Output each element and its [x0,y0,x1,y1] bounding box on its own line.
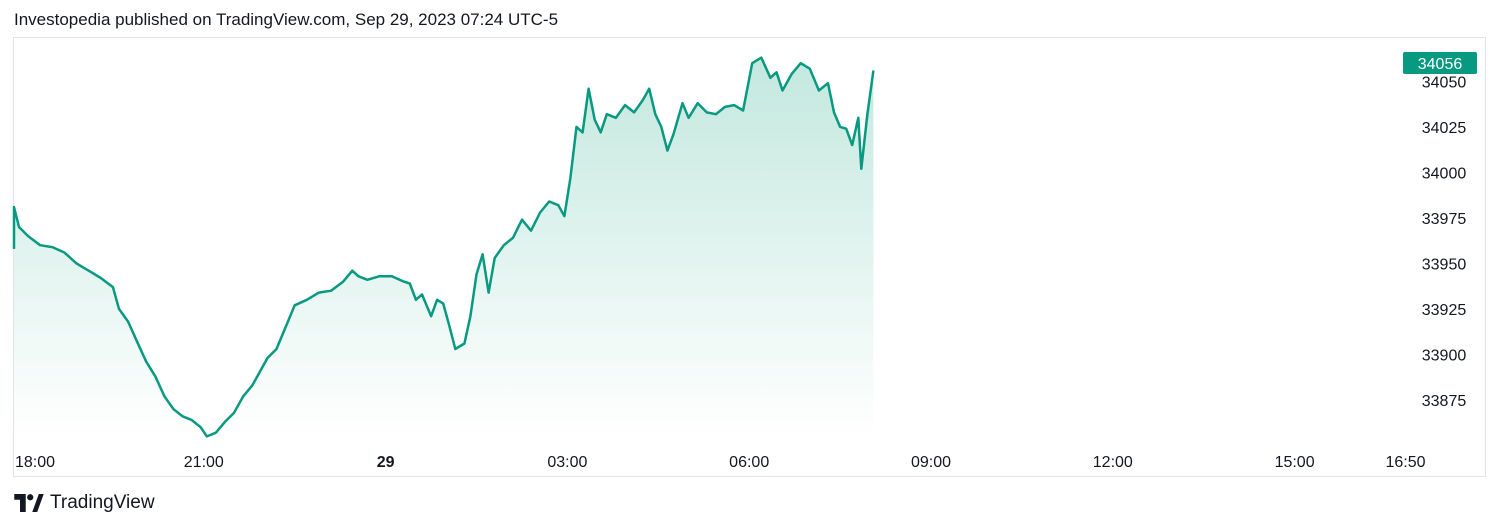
y-tick-label: 33875 [1422,393,1467,410]
y-axis-ticks: 33875 33900 33925 33950 33975 34000 34025 34050 [1422,74,1467,410]
y-tick-label: 33900 [1422,347,1467,364]
x-tick-label: 09:00 [911,454,951,471]
y-tick-label: 34025 [1422,120,1467,137]
chart-frame [13,37,1486,477]
last-price-badge [1403,52,1477,74]
y-tick-label: 34050 [1422,74,1467,91]
x-tick-label: 06:00 [729,454,769,471]
last-price-value: 34056 [1418,56,1463,73]
price-area-path [14,57,874,437]
x-tick-label: 16:50 [1385,454,1425,471]
x-tick-label: 12:00 [1093,454,1133,471]
publish-caption: Investopedia published on TradingView.co… [14,10,559,29]
tradingview-logo-icon [14,494,44,512]
x-tick-label: 03:00 [547,454,587,471]
x-tick-label: 21:00 [184,454,224,471]
x-axis-ticks: 18:00 21:00 29 03:00 06:00 09:00 12:00 15:00 16:… [15,454,1426,471]
y-tick-label: 33950 [1422,256,1467,273]
price-line [12,56,875,438]
x-tick-label: 29 [377,454,395,471]
y-tick-label: 34000 [1422,165,1467,182]
y-tick-label: 33925 [1422,302,1467,319]
last-price-tag: 34056 [1403,52,1477,74]
x-tick-label: 18:00 [15,454,55,471]
y-tick-label: 33975 [1422,211,1467,228]
x-tick-label: 15:00 [1275,454,1315,471]
price-area-fill [14,57,874,437]
price-line-path [12,56,875,438]
tradingview-brand-label: TradingView [50,492,155,513]
footer-branding[interactable]: TradingView [14,492,155,514]
